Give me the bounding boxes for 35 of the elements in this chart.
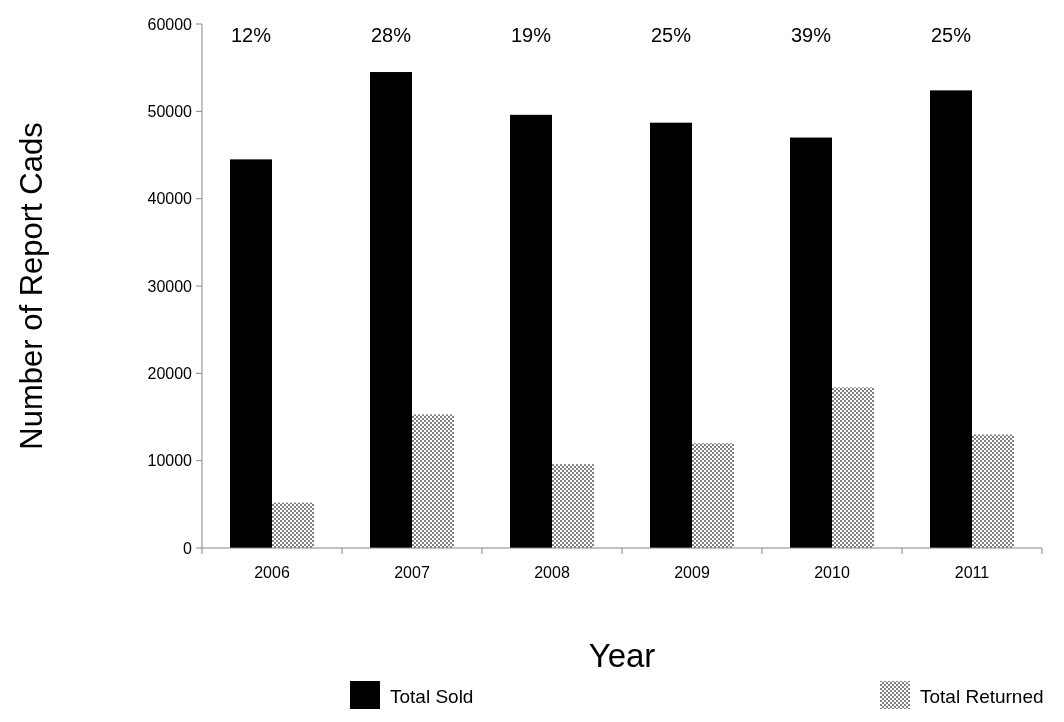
annotation: 12% bbox=[230, 24, 272, 46]
annotation: 25% bbox=[930, 24, 972, 46]
x-tick-label: 2009 bbox=[674, 564, 710, 581]
y-tick-label: 20000 bbox=[147, 364, 193, 382]
bar bbox=[370, 72, 412, 548]
y-tick-label: 30000 bbox=[147, 277, 193, 295]
y-tick-label: 60000 bbox=[147, 15, 193, 33]
x-tick-label: 2011 bbox=[954, 564, 990, 581]
bar bbox=[412, 414, 454, 548]
x-tick-label: 2007 bbox=[394, 564, 430, 581]
annotation: 25% bbox=[650, 24, 692, 46]
bar bbox=[510, 114, 552, 548]
y-tick-label: 40000 bbox=[147, 190, 193, 208]
bar bbox=[650, 122, 692, 548]
y-tick-label: 0 bbox=[183, 539, 193, 557]
bar bbox=[930, 90, 972, 548]
bar bbox=[272, 502, 314, 548]
legend-label: Total Sold bbox=[390, 686, 474, 707]
annotation: 28% bbox=[370, 24, 412, 46]
bar bbox=[972, 434, 1014, 548]
y-axis-title: Number of Report Cads bbox=[14, 122, 49, 450]
bar bbox=[832, 387, 874, 548]
bar bbox=[552, 464, 594, 548]
bar bbox=[790, 137, 832, 548]
annotation: 39% bbox=[790, 24, 832, 46]
x-axis-title: Year bbox=[588, 637, 656, 674]
y-tick-label: 10000 bbox=[147, 452, 193, 470]
y-tick-label: 50000 bbox=[147, 102, 193, 120]
annotation: 19% bbox=[510, 24, 552, 46]
bar bbox=[230, 159, 272, 548]
x-tick-label: 2008 bbox=[534, 564, 570, 581]
legend-label: Total Returned bbox=[920, 686, 1044, 707]
bar bbox=[692, 443, 734, 548]
x-tick-label: 2006 bbox=[254, 564, 290, 581]
x-tick-label: 2010 bbox=[814, 564, 850, 581]
